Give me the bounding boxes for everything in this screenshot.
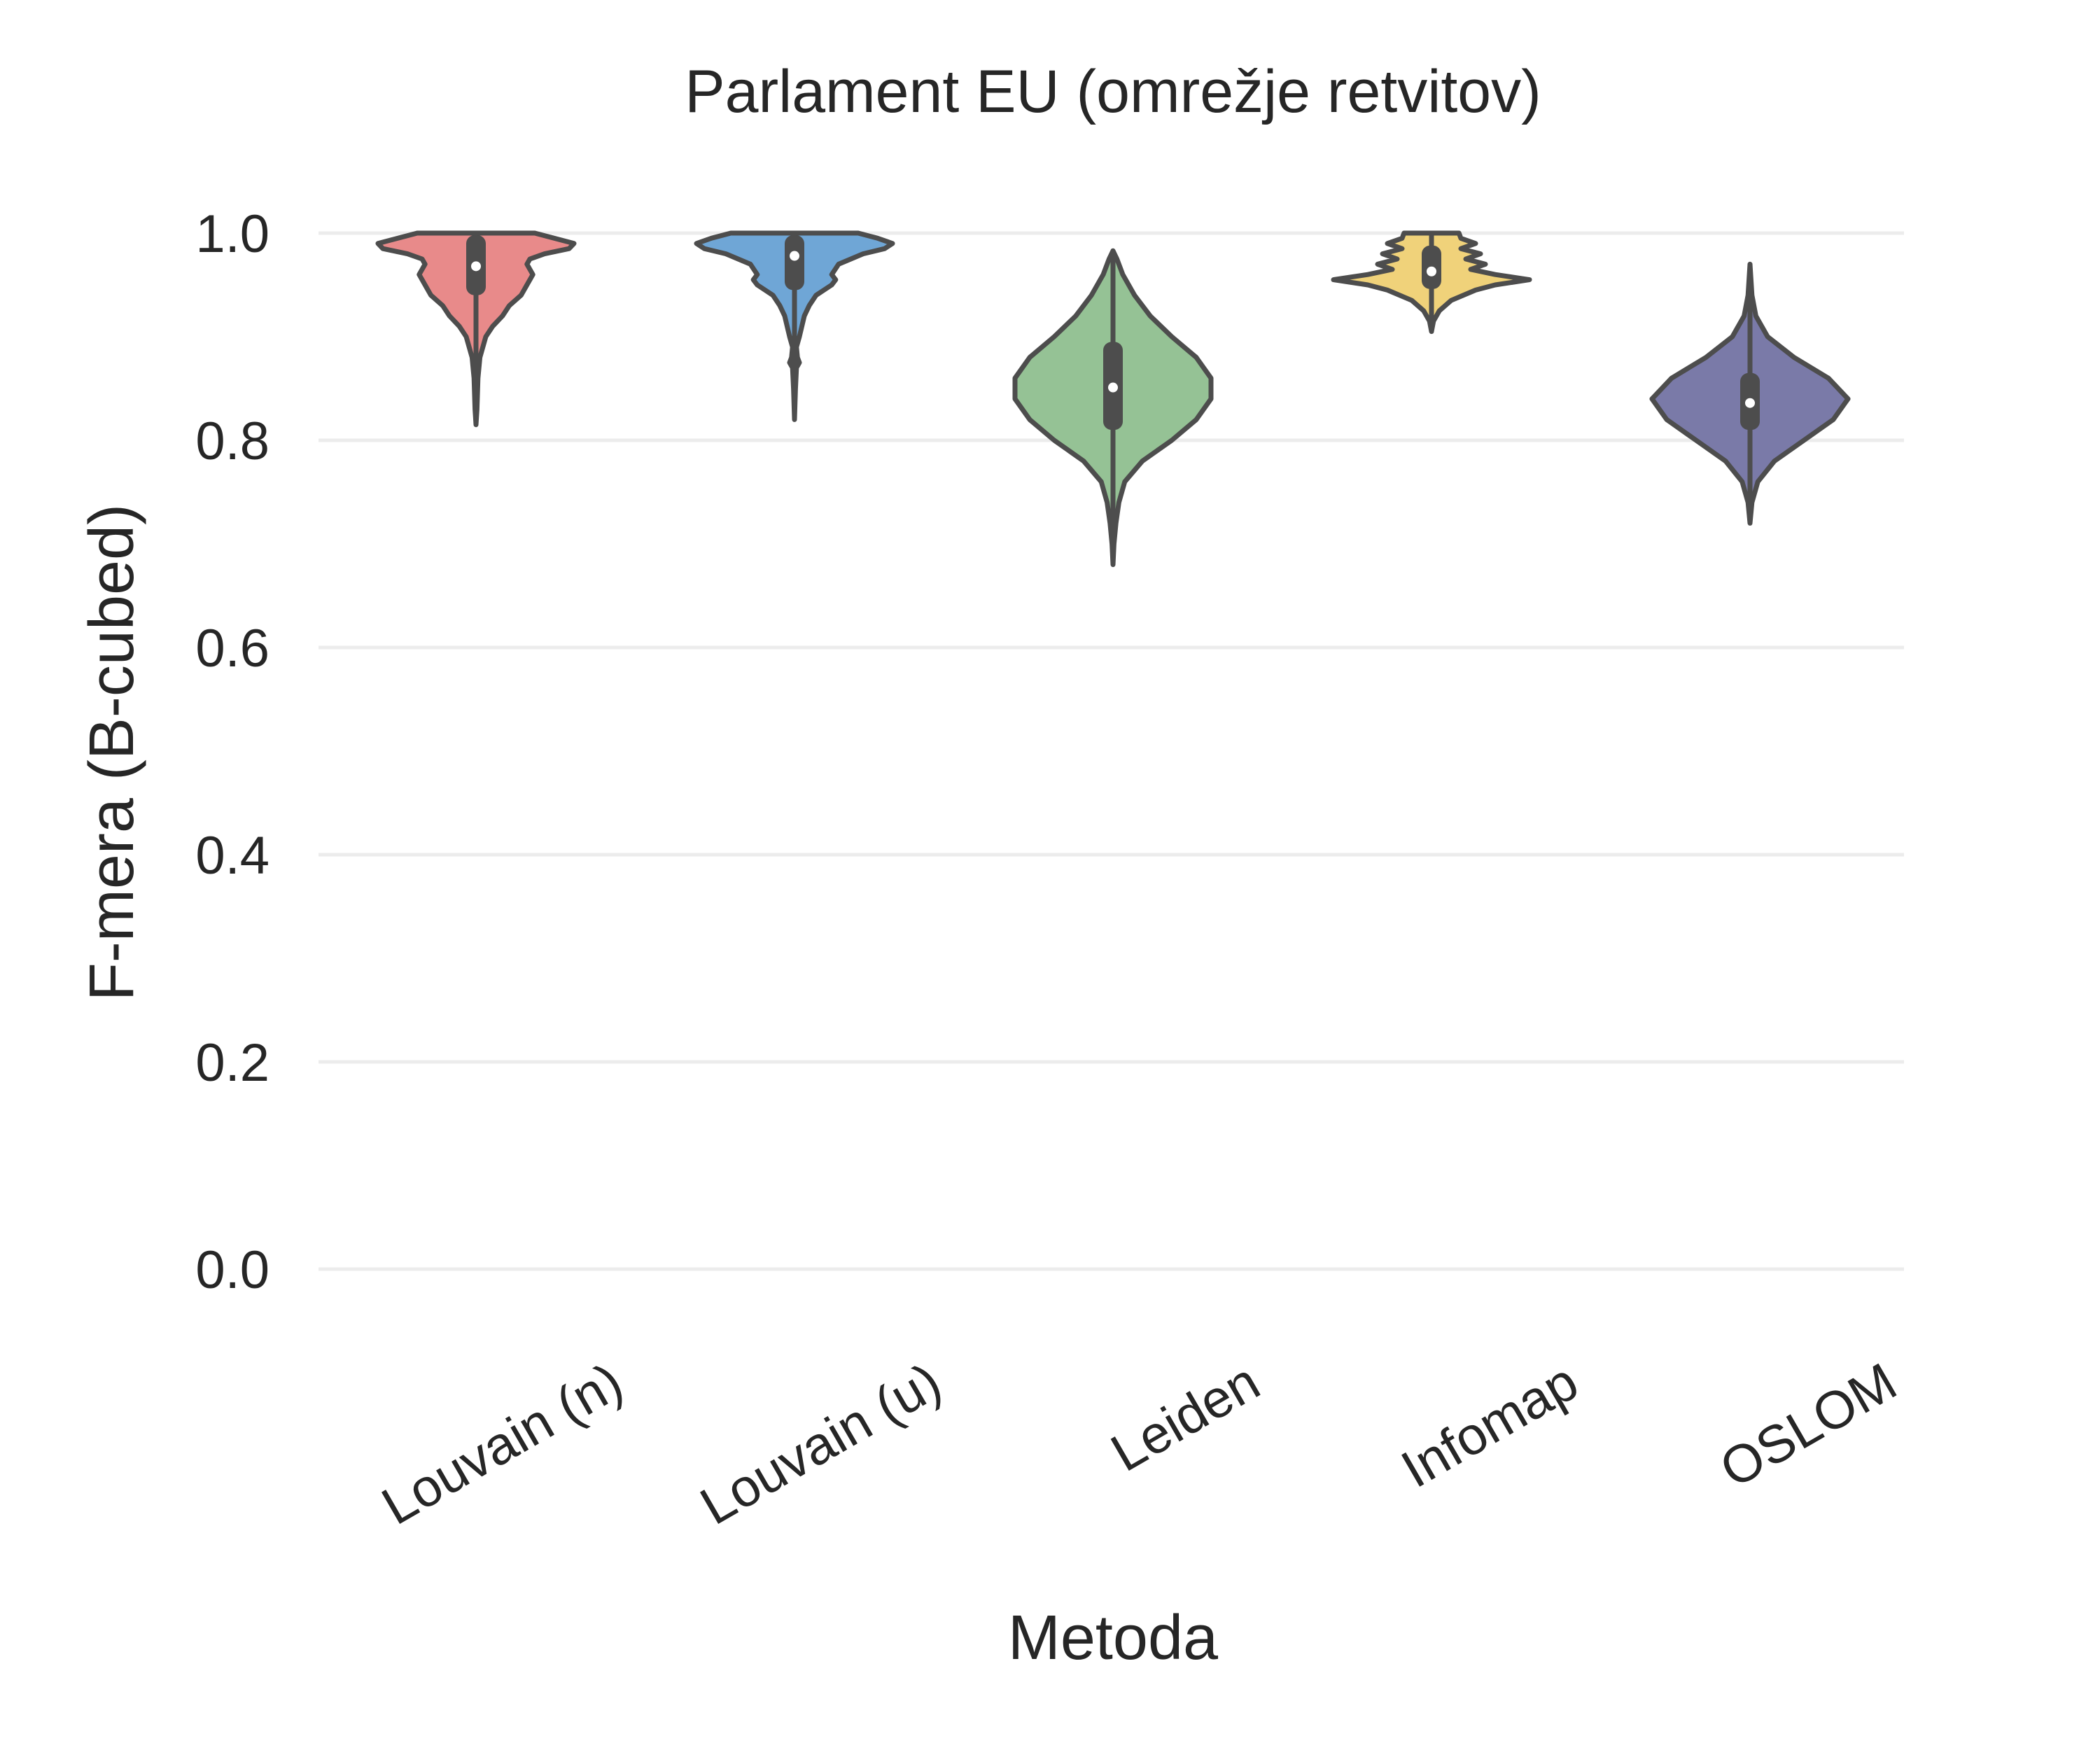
y-tick-label: 0.8 bbox=[195, 412, 270, 471]
y-tick-label: 1.0 bbox=[195, 204, 270, 264]
x-tick-label: Infomap bbox=[1392, 1352, 1588, 1499]
violin-median-dot bbox=[471, 261, 481, 272]
x-axis-ticks: Louvain (n) Louvain (u) Leiden Infomap OSLOM bbox=[372, 1352, 1907, 1536]
violin-median-dot bbox=[1427, 266, 1436, 276]
violin-louvain-u bbox=[694, 230, 895, 422]
violin-oslom bbox=[1649, 261, 1851, 526]
y-tick-label: 0.4 bbox=[195, 826, 270, 886]
violin-median-dot bbox=[790, 251, 799, 261]
violin-iqr-box bbox=[785, 234, 804, 290]
y-axis-ticks: 0.0 0.2 0.4 0.6 0.8 1.0 bbox=[195, 204, 270, 1300]
violin-louvain-n bbox=[375, 230, 577, 428]
violin-infomap bbox=[1331, 230, 1532, 335]
x-tick-label: Louvain (u) bbox=[691, 1352, 951, 1536]
y-tick-label: 0.2 bbox=[195, 1033, 270, 1093]
chart-title: Parlament EU (omrežje retvitov) bbox=[685, 58, 1541, 125]
x-tick-label: OSLOM bbox=[1710, 1352, 1906, 1499]
violin-median-dot bbox=[1745, 398, 1755, 408]
y-axis-label: F-mera (B-cubed) bbox=[77, 504, 147, 1001]
x-tick-label: Leiden bbox=[1101, 1352, 1269, 1483]
violins bbox=[375, 230, 1851, 568]
x-tick-label: Louvain (n) bbox=[372, 1352, 633, 1536]
violin-leiden bbox=[1012, 248, 1214, 568]
y-tick-label: 0.0 bbox=[195, 1240, 270, 1300]
x-axis-label: Metoda bbox=[1008, 1603, 1219, 1673]
y-tick-label: 0.6 bbox=[195, 619, 270, 678]
violin-median-dot bbox=[1108, 382, 1118, 393]
